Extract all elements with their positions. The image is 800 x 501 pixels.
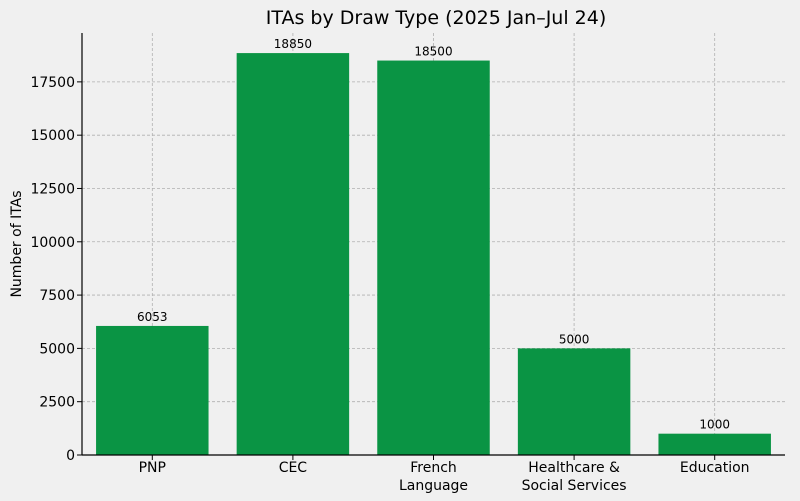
chart-title: ITAs by Draw Type (2025 Jan–Jul 24)	[266, 7, 607, 29]
y-axis-label: Number of ITAs	[9, 190, 25, 297]
y-tick-label: 7500	[39, 288, 75, 304]
bar	[236, 53, 350, 455]
y-tick-label: 2500	[39, 395, 75, 411]
bar	[517, 348, 631, 455]
bar-value-label: 18850	[274, 37, 312, 51]
bar	[377, 60, 490, 455]
x-tick-label: French Language	[399, 460, 468, 494]
bar	[658, 433, 771, 455]
bars	[96, 53, 771, 455]
bar-value-label: 1000	[699, 418, 730, 432]
x-tick-label: Healthcare & Social Services	[522, 460, 627, 494]
bar	[96, 325, 209, 455]
bar-value-label: 5000	[559, 332, 590, 346]
x-tick-label-line: Social Services	[522, 478, 627, 494]
data-labels: 6053 18850 18500 5000 1000	[137, 37, 730, 432]
x-tick-label-line: French	[410, 460, 457, 476]
x-tick-label-line: Education	[680, 460, 750, 476]
x-tick-label-line: Language	[399, 478, 468, 494]
x-tick-label: Education	[680, 460, 750, 476]
y-tick-label: 12500	[30, 181, 75, 197]
bar-value-label: 6053	[137, 310, 168, 324]
y-tick-label: 15000	[30, 128, 75, 144]
x-tick-label-line: CEC	[279, 460, 308, 476]
y-tick-label: 0	[66, 448, 75, 464]
bar-value-label: 18500	[414, 45, 452, 59]
x-tick-label: PNP	[139, 460, 166, 476]
x-tick-label: CEC	[279, 460, 308, 476]
y-tick-label: 17500	[30, 75, 75, 91]
y-tick-label: 10000	[30, 235, 75, 251]
y-axis-ticks: 0 2500 5000 7500 10000 12500 15000 17500	[30, 75, 82, 464]
x-tick-label-line: Healthcare &	[528, 460, 620, 476]
y-tick-label: 5000	[39, 341, 75, 357]
axes	[81, 33, 785, 456]
x-axis-ticks: PNP CEC French Language Healthcare & Social S…	[139, 455, 750, 494]
x-tick-label-line: PNP	[139, 460, 166, 476]
